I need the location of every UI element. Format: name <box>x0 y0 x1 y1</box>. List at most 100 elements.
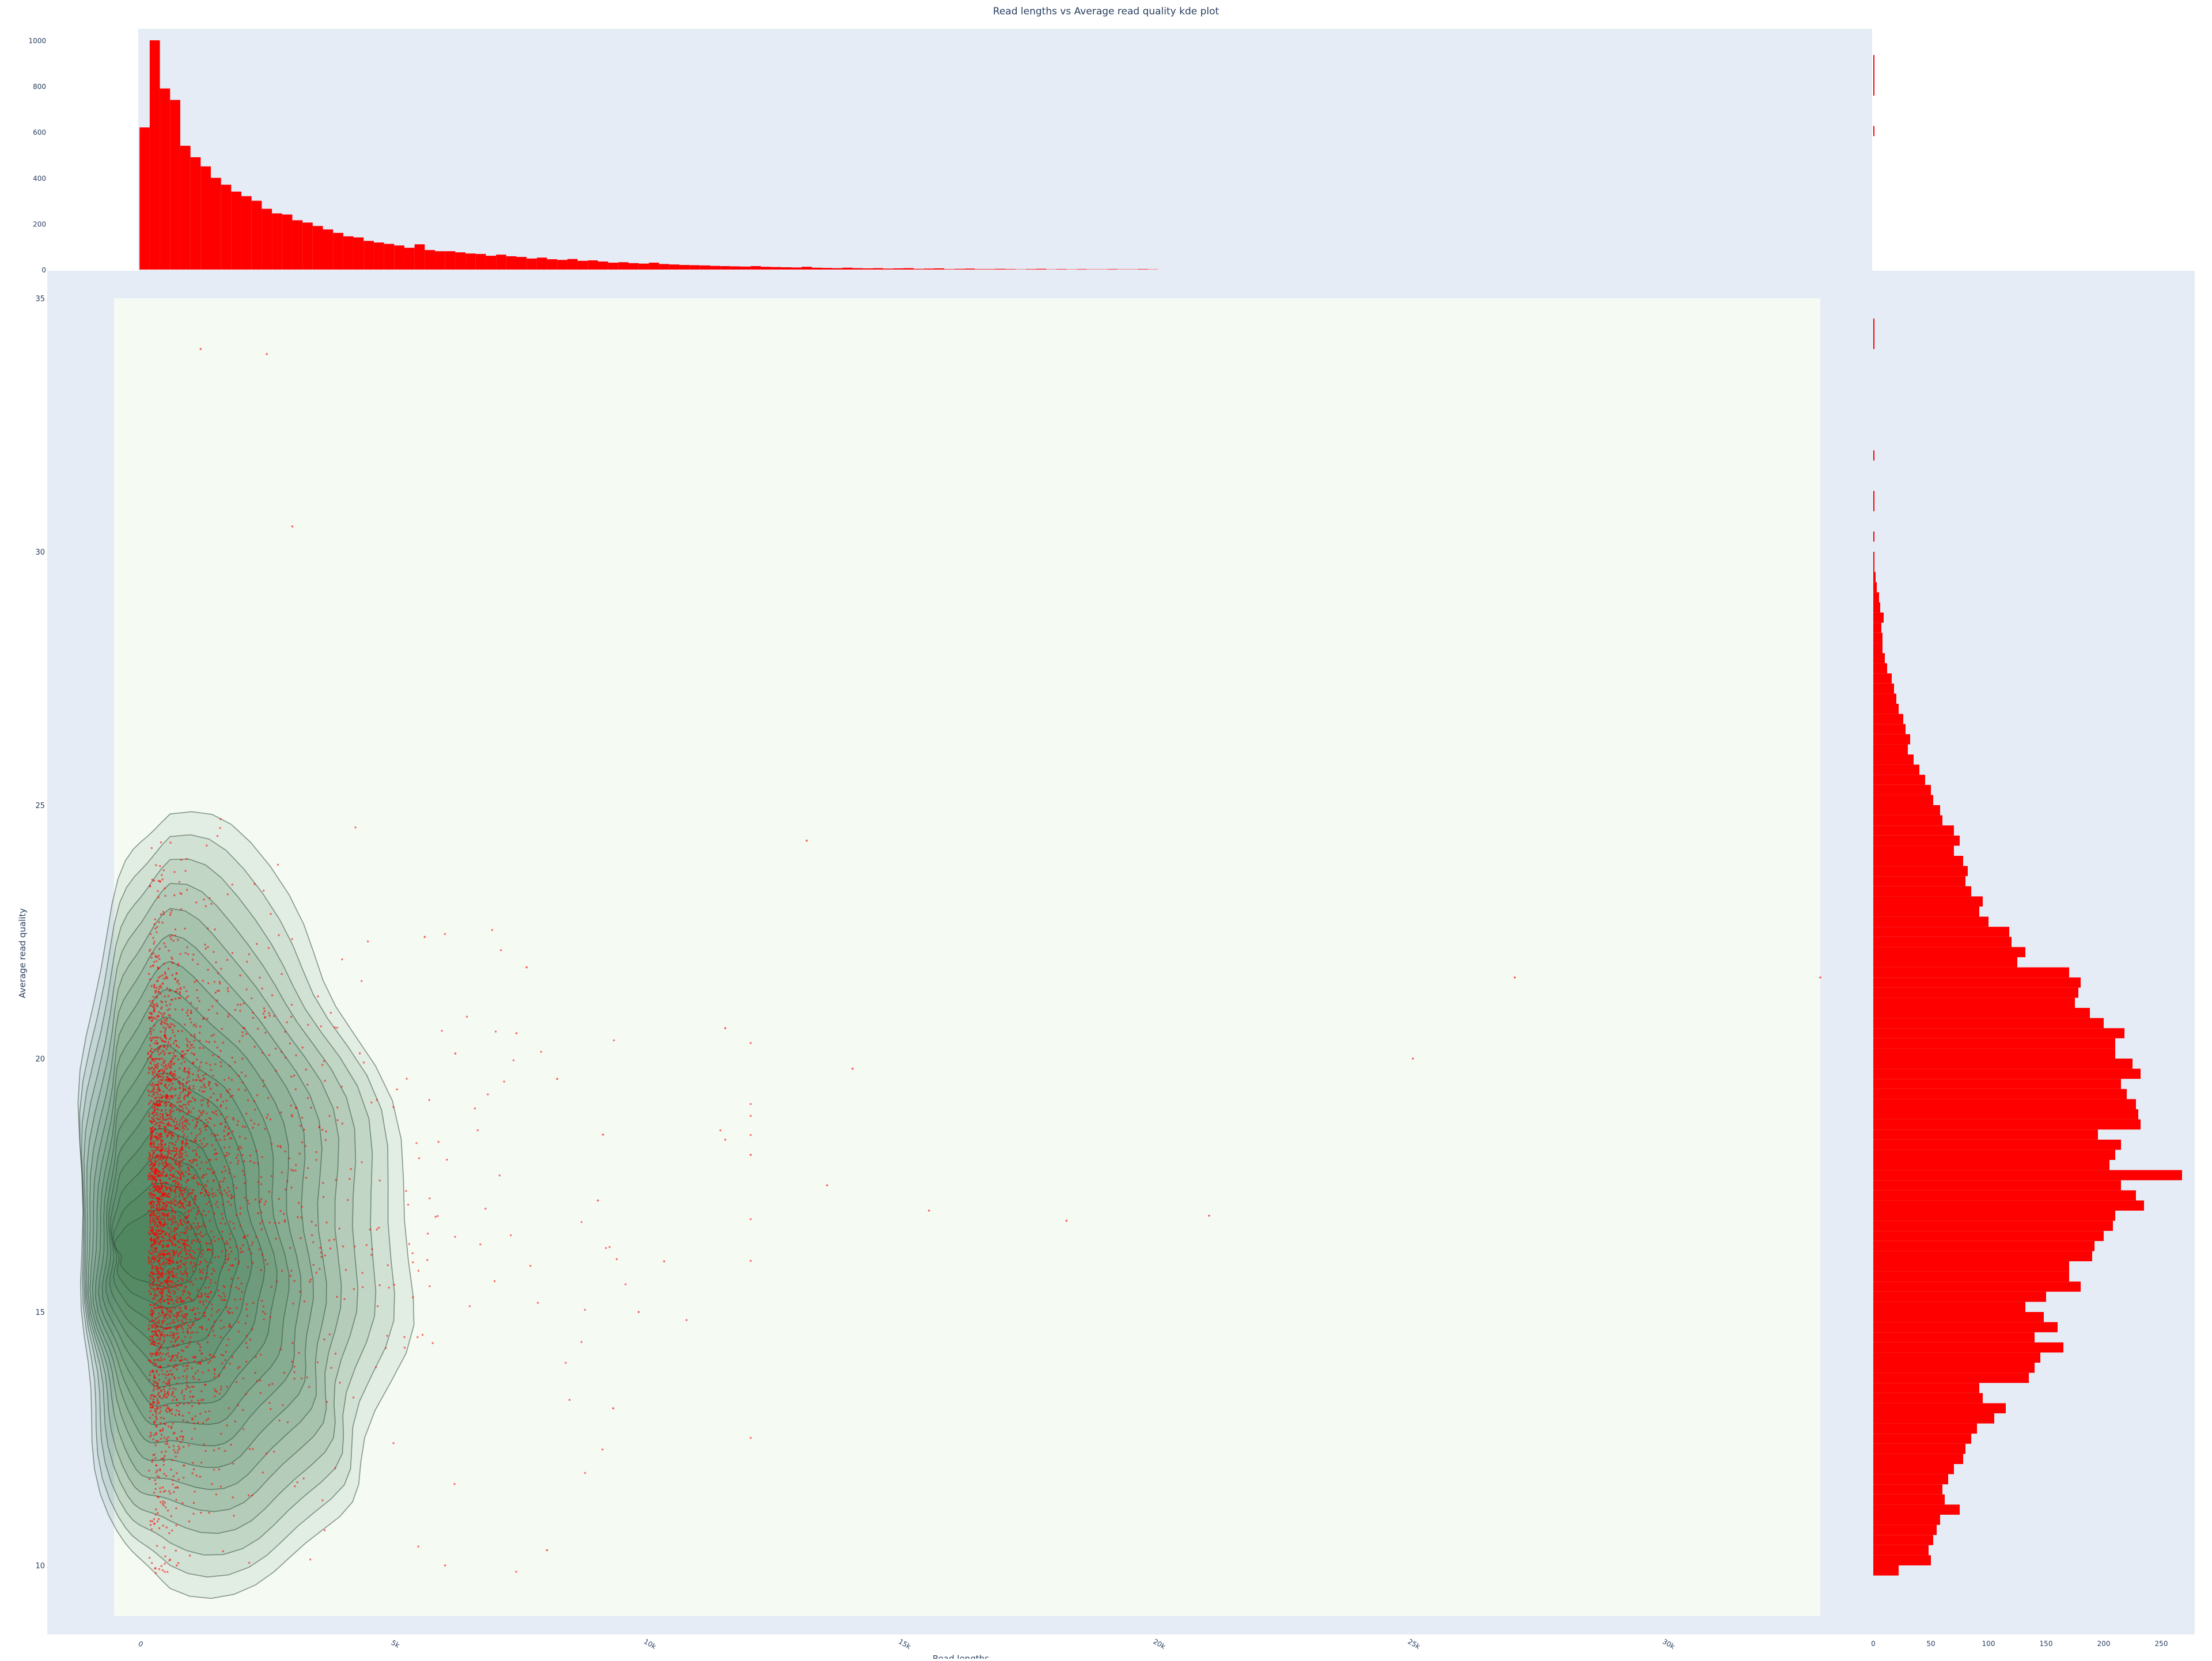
scatter-point <box>259 1200 261 1202</box>
scatter-point <box>199 1300 201 1302</box>
scatter-point <box>396 1089 397 1090</box>
scatter-point <box>196 1164 198 1166</box>
scatter-point <box>239 1146 241 1147</box>
scatter-point <box>214 1063 216 1065</box>
scatter-point <box>181 1239 183 1241</box>
scatter-point <box>169 1360 171 1362</box>
scatter-point <box>149 1226 150 1227</box>
scatter-point <box>151 1084 153 1086</box>
scatter-point <box>198 1110 200 1112</box>
scatter-point <box>168 950 170 951</box>
scatter-point <box>158 1322 160 1324</box>
scatter-point <box>156 1018 157 1020</box>
scatter-point <box>183 1446 184 1448</box>
scatter-point <box>257 1181 259 1183</box>
scatter-point <box>190 1257 191 1258</box>
scatter-point <box>252 1302 254 1304</box>
scatter-point <box>158 1284 160 1285</box>
scatter-point <box>156 1187 157 1189</box>
scatter-point <box>160 1288 161 1290</box>
scatter-point <box>336 1119 338 1121</box>
scatter-point <box>255 1199 256 1200</box>
x-axis-label: Read lengths <box>933 1654 989 1659</box>
scatter-point <box>294 1378 296 1379</box>
scatter-point <box>152 1074 154 1075</box>
scatter-point <box>204 944 206 946</box>
scatter-point <box>148 973 150 974</box>
scatter-point <box>155 1214 157 1216</box>
scatter-point <box>160 1410 161 1412</box>
scatter-point <box>224 1147 225 1148</box>
scatter-point <box>147 1178 149 1180</box>
scatter-point <box>151 1404 153 1406</box>
scatter-point <box>198 1000 200 1002</box>
right-histogram-bar <box>1873 643 1883 653</box>
scatter-point <box>169 1335 171 1337</box>
right-histogram-bar <box>1873 816 1942 826</box>
scatter-point <box>151 1281 153 1283</box>
top-histogram-bar <box>639 264 649 270</box>
scatter-point <box>189 1554 191 1556</box>
scatter-point <box>158 1244 160 1246</box>
scatter-point <box>173 1475 175 1477</box>
scatter-point <box>161 1320 163 1322</box>
scatter-point <box>230 1278 232 1280</box>
scatter-point <box>188 1188 190 1190</box>
scatter-point <box>187 1328 188 1330</box>
scatter-point <box>177 1059 179 1060</box>
scatter-point <box>184 1271 185 1273</box>
scatter-point <box>264 1010 266 1012</box>
scatter-point <box>172 1166 173 1168</box>
scatter-point <box>214 1373 215 1375</box>
scatter-point <box>263 1085 264 1087</box>
scatter-point <box>298 1352 300 1353</box>
scatter-point <box>181 1110 183 1112</box>
scatter-point <box>153 1385 155 1387</box>
scatter-point <box>176 1045 177 1046</box>
scatter-point <box>196 1007 198 1009</box>
scatter-point <box>170 1113 172 1114</box>
scatter-point <box>188 1170 190 1171</box>
top-histogram-bar <box>853 268 863 270</box>
right-histogram-bar <box>1873 724 1906 734</box>
scatter-point <box>162 1250 164 1252</box>
scatter-point <box>151 1284 153 1285</box>
scatter-point <box>190 1319 191 1321</box>
scatter-point <box>151 1182 153 1184</box>
scatter-point <box>180 1301 182 1303</box>
scatter-point <box>179 1129 180 1131</box>
scatter-point <box>178 1105 180 1106</box>
scatter-point <box>161 1344 162 1345</box>
top-histogram-y-tick: 0 <box>41 266 46 274</box>
scatter-point <box>153 953 154 954</box>
scatter-point <box>171 1530 173 1531</box>
right-histogram-bar <box>1873 1261 2069 1272</box>
scatter-point <box>225 1359 226 1361</box>
scatter-point <box>196 980 198 981</box>
scatter-point <box>175 1283 176 1284</box>
scatter-point <box>266 353 268 355</box>
right-histogram-bar <box>1873 765 1919 775</box>
scatter-point <box>172 1273 173 1275</box>
scatter-point <box>154 919 156 920</box>
scatter-point <box>218 1238 219 1240</box>
scatter-point <box>255 1356 256 1357</box>
scatter-point <box>200 1086 202 1088</box>
scatter-point <box>193 1299 195 1301</box>
scatter-point <box>159 1200 161 1202</box>
scatter-point <box>163 1473 165 1474</box>
scatter-point <box>157 1295 158 1296</box>
scatter-point <box>159 1171 161 1173</box>
scatter-point <box>176 1109 177 1110</box>
scatter-point <box>170 1037 172 1039</box>
scatter-point <box>156 1097 158 1098</box>
scatter-point <box>166 1443 168 1445</box>
scatter-point <box>437 1215 438 1217</box>
scatter-point <box>161 1359 163 1361</box>
scatter-point <box>309 1281 310 1283</box>
scatter-point <box>229 1221 231 1223</box>
scatter-point <box>208 1084 210 1086</box>
scatter-point <box>236 1214 237 1216</box>
scatter-point <box>235 1246 237 1247</box>
scatter-point <box>151 1253 153 1255</box>
